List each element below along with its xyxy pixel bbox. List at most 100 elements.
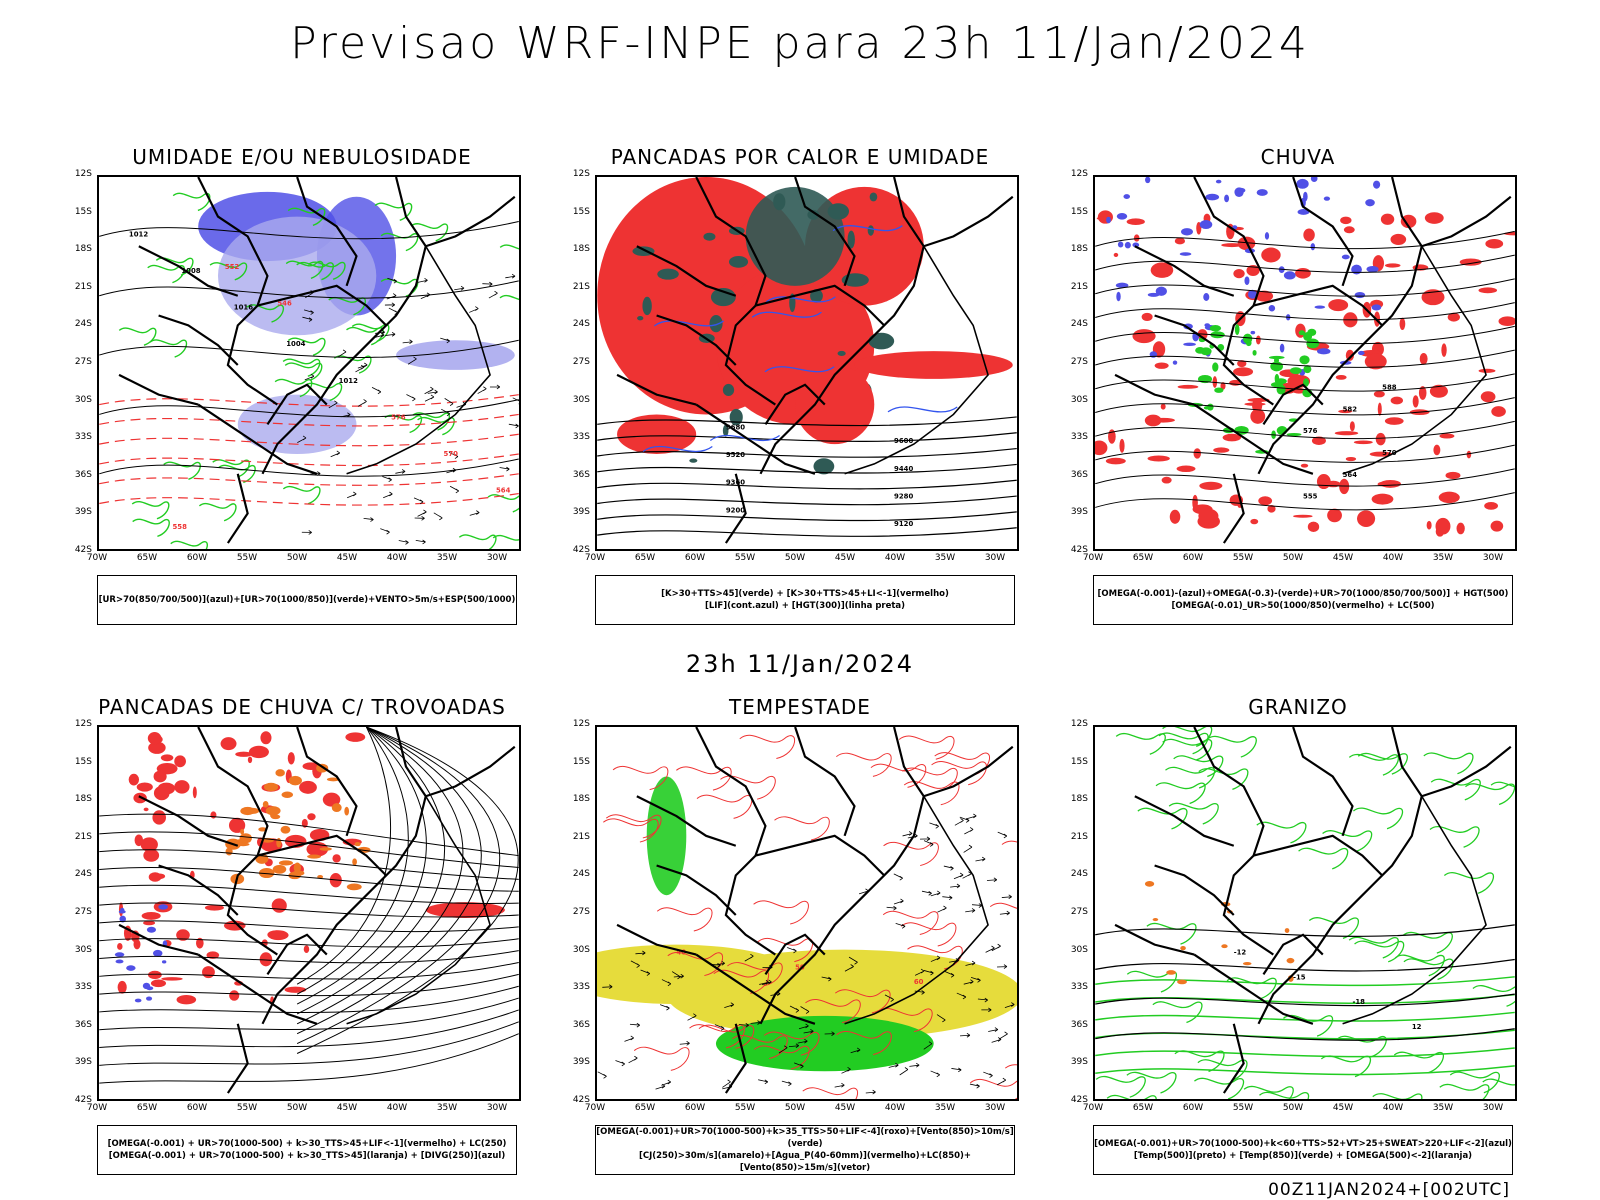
contour-line [282,358,321,377]
field-area [637,316,644,321]
contour-line [931,761,987,786]
contour-label: 558 [172,523,187,531]
contour-line [1155,782,1206,805]
contour-line [99,813,519,857]
country-border [1391,727,1512,798]
lon-label: 70W [1082,1103,1104,1113]
contour-label: 564 [1343,471,1358,479]
contour-line [284,362,323,381]
contour-line [934,752,991,777]
country-border [257,284,387,327]
lon-label: 35W [1432,1103,1454,1113]
contour-line [1095,468,1515,487]
lon-label: 50W [286,1103,308,1113]
contour-line [99,1009,519,1049]
contour-line [597,527,1017,537]
wind-vector [337,349,347,358]
wind-vector [512,397,519,405]
wind-vector [997,964,1008,969]
field-area [1116,212,1128,220]
field-area [276,837,282,848]
field-area [1181,228,1193,236]
field-area [728,255,749,268]
country-border [118,923,199,956]
country-border [1222,473,1245,544]
map-area: 1012 1008 1016 1004 1012 576 570 564 558 552 546 [97,175,521,551]
contour-line [1095,993,1515,1004]
lon-label: 60W [1182,553,1204,563]
wind-vector [1001,894,1012,900]
contour-line [99,1021,519,1066]
field-area [1183,342,1196,347]
contour-label: 570 [444,450,459,458]
contour-label: 9520 [726,451,745,459]
contour-line [1095,349,1515,368]
country-border [656,864,737,916]
field-area [1154,362,1169,369]
contour-label: 9280 [894,493,913,501]
contour-line [99,849,519,880]
contour-line [836,752,892,777]
wind-vector [624,1035,634,1042]
map-svg [99,727,519,1094]
wind-vector [424,394,435,402]
field-area [1267,504,1276,513]
field-area [1317,348,1331,355]
contour-line [99,399,519,418]
field-area [136,782,153,792]
wind-vector [477,386,487,394]
contour-line [1449,1071,1500,1094]
field-area [1204,323,1210,328]
lat-label: 27S [1070,907,1088,917]
wind-vector [824,1031,835,1036]
contour-line [774,816,830,841]
wind-vector [999,910,1010,916]
contour-line [1430,778,1481,801]
contour-line [1095,1047,1515,1058]
contour-line [296,727,500,1045]
wind-vector [920,836,931,842]
wind-vector [414,515,425,521]
field-area [1498,316,1515,326]
field-area [228,817,246,833]
field-area [1357,510,1376,527]
contour-line [1095,302,1515,321]
lon-label: 40W [386,1103,408,1113]
country-border [616,373,697,406]
field-area [1338,409,1353,414]
field-area [134,998,142,1003]
field-area [1250,518,1259,525]
field-area [1424,212,1444,224]
wind-vector [888,1062,899,1068]
field-area [352,858,357,866]
field-area [1445,471,1461,480]
wind-vector [943,865,954,871]
field-area [854,351,1013,379]
contour-line [1308,917,1359,939]
field-area [1252,398,1263,413]
country-border [1114,923,1195,956]
contour-line [1403,958,1454,981]
wind-vector [899,1067,909,1076]
contour-line [458,534,497,549]
lon-label: 35W [436,553,458,563]
map-area: 40 50 60 [595,725,1019,1101]
field-area [239,833,252,844]
lon-label: 55W [1232,553,1254,563]
wind-vector [781,1080,792,1087]
field-area [1399,317,1406,331]
field-area [161,977,183,981]
field-area [1358,350,1365,356]
lon-label: 65W [1132,553,1154,563]
field-area [1264,232,1270,240]
wind-vector [923,840,934,847]
contour-line [99,339,519,358]
field-area [1106,216,1111,224]
field-area [270,813,276,818]
lat-label: 33S [74,432,92,443]
contour-line [597,432,1017,442]
field-area [1147,455,1170,462]
lat-label: 21S [572,831,590,842]
wind-vector [960,1032,971,1038]
country-border [138,245,239,297]
